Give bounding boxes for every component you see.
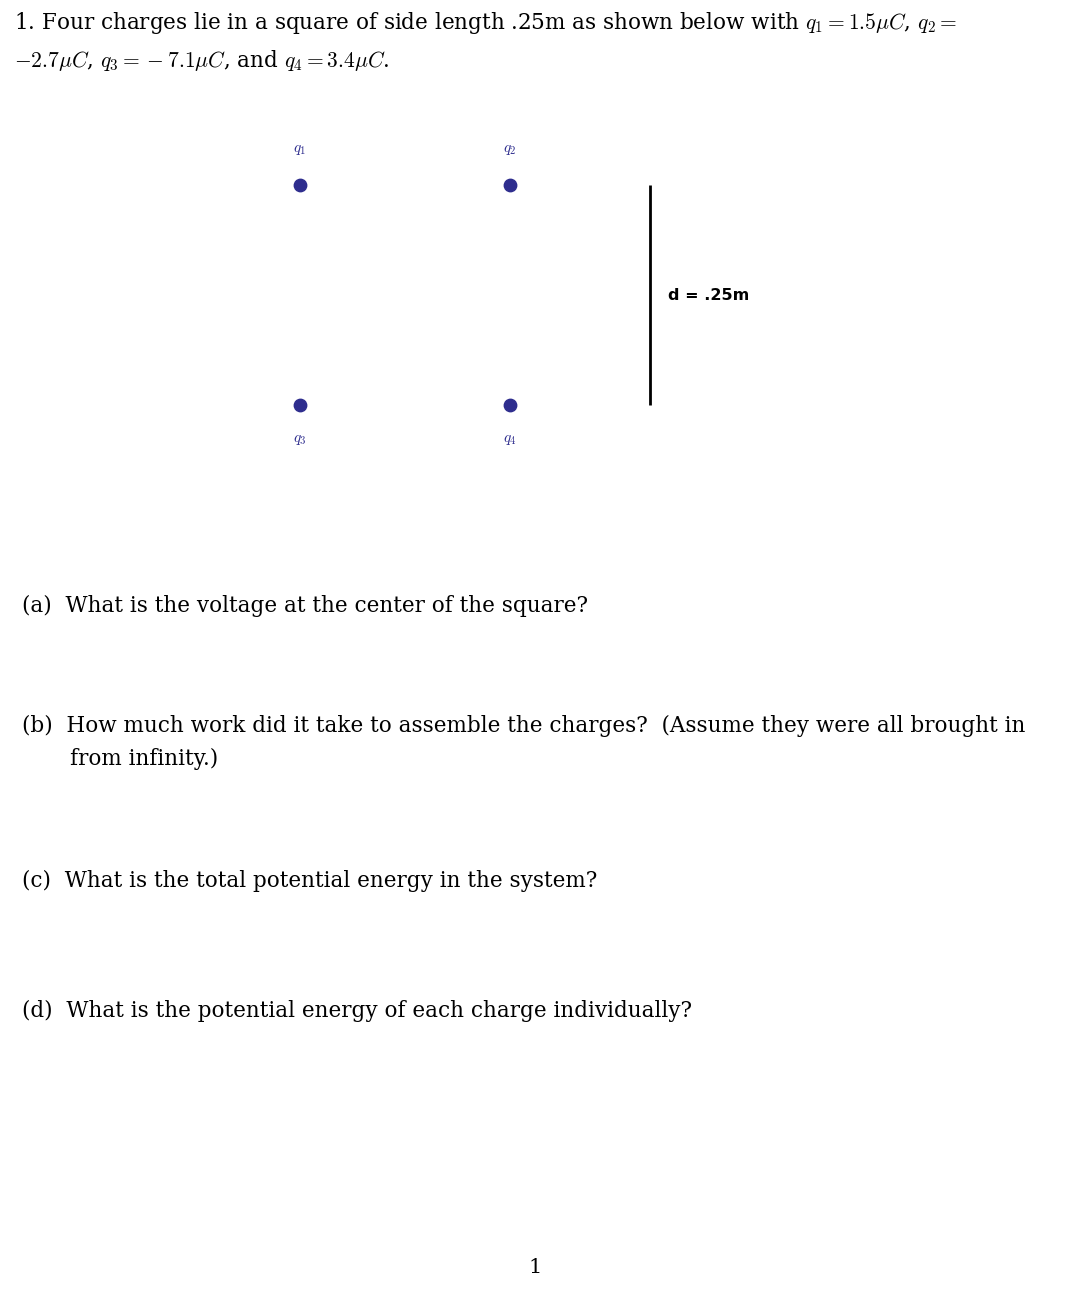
Text: $-2.7\mu C$, $q_3 = -7.1\mu C$, and $q_4 = 3.4\mu C$.: $-2.7\mu C$, $q_3 = -7.1\mu C$, and $q_4… — [14, 48, 390, 73]
Text: (c)  What is the total potential energy in the system?: (c) What is the total potential energy i… — [22, 870, 598, 892]
Point — [291, 174, 308, 195]
Text: $q_1$: $q_1$ — [293, 143, 306, 157]
Text: (d)  What is the potential energy of each charge individually?: (d) What is the potential energy of each… — [22, 1000, 692, 1022]
Text: (b)  How much work did it take to assemble the charges?  (Assume they were all b: (b) How much work did it take to assembl… — [22, 715, 1025, 737]
Text: $q_4$: $q_4$ — [503, 433, 517, 447]
Text: 1. Four charges lie in a square of side length .25m as shown below with $q_1 = 1: 1. Four charges lie in a square of side … — [14, 10, 957, 36]
Point — [501, 174, 518, 195]
Point — [291, 395, 308, 416]
Text: from infinity.): from infinity.) — [22, 747, 218, 770]
Text: $q_2$: $q_2$ — [503, 143, 517, 157]
Point — [501, 395, 518, 416]
Text: d = .25m: d = .25m — [668, 287, 750, 303]
Text: (a)  What is the voltage at the center of the square?: (a) What is the voltage at the center of… — [22, 595, 588, 617]
Text: 1: 1 — [529, 1258, 542, 1277]
Text: $q_3$: $q_3$ — [293, 433, 307, 447]
